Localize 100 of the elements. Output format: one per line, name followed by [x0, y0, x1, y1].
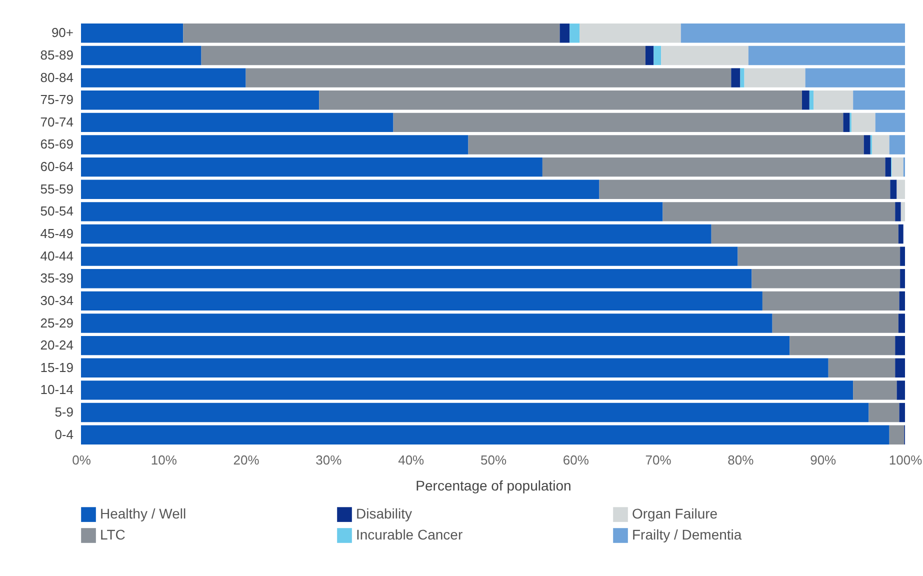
bar [731, 68, 740, 88]
x-tick-label: 70% [645, 452, 672, 468]
y-tick-label: 15-19 [40, 360, 74, 375]
y-tick-label: 80-84 [40, 70, 74, 85]
y-tick-label: 25-29 [40, 315, 74, 330]
bar [81, 336, 790, 356]
legend-label: Healthy / Well [100, 506, 186, 522]
x-tick-label: 100% [888, 452, 923, 468]
bar [580, 24, 681, 43]
y-tick-label: 35-39 [40, 270, 74, 286]
y-tick-label: 10-14 [40, 382, 74, 398]
y-tick-label: 75-79 [40, 92, 74, 108]
bar [81, 68, 246, 88]
bar [772, 314, 898, 333]
bar [744, 68, 806, 88]
y-tick-label: 60-64 [40, 159, 74, 174]
bar [81, 24, 184, 43]
bar [872, 135, 890, 154]
bar [81, 246, 738, 266]
y-tick-label: 70-74 [40, 114, 74, 130]
bar [889, 135, 905, 154]
bar [748, 46, 905, 66]
bar [828, 358, 896, 378]
bar [875, 112, 905, 132]
bar [81, 224, 712, 244]
y-tick-label: 65-69 [40, 136, 74, 152]
bar [654, 46, 662, 66]
y-tick-label: 30-34 [40, 292, 74, 308]
y-tick-label: 50-54 [40, 204, 74, 219]
bar [896, 180, 905, 199]
bar [560, 24, 570, 43]
bar [885, 157, 891, 177]
x-tick-label: 50% [480, 452, 507, 468]
bar [896, 380, 905, 400]
bar [599, 180, 890, 199]
legend-label: Incurable Cancer [356, 526, 463, 542]
y-tick-label: 45-49 [40, 226, 74, 241]
bar [81, 291, 762, 311]
x-tick-label: 80% [728, 452, 754, 468]
bar [900, 202, 905, 222]
bar [645, 46, 654, 66]
y-tick-label: 55-59 [40, 181, 74, 196]
x-tick-label: 60% [562, 452, 590, 468]
bar [81, 135, 468, 154]
bar [762, 291, 900, 311]
bar [892, 157, 904, 177]
y-tick-label: 0-4 [54, 426, 74, 442]
bar [899, 402, 905, 422]
y-tick-label: 90+ [51, 25, 74, 40]
bar [740, 68, 744, 88]
bar [802, 90, 810, 110]
bar [81, 46, 202, 66]
bar [851, 112, 876, 132]
bar [81, 425, 890, 444]
bar [81, 402, 869, 422]
bar [81, 202, 663, 222]
bar [81, 180, 600, 199]
bar [853, 90, 905, 110]
x-tick-label: 20% [233, 452, 260, 468]
bar [661, 46, 748, 66]
x-tick-label: 40% [398, 452, 425, 468]
bar [81, 269, 752, 288]
bar [711, 224, 898, 244]
bar [81, 380, 854, 400]
bar [246, 68, 732, 88]
bar [790, 336, 896, 356]
y-tick-label: 85-89 [40, 47, 74, 62]
bar [814, 90, 854, 110]
x-axis-title: Percentage of population [416, 478, 572, 494]
x-tick-label: 90% [810, 452, 837, 468]
bar [319, 90, 802, 110]
bar [889, 425, 904, 444]
y-tick-label: 5-9 [54, 404, 74, 420]
bar [868, 402, 900, 422]
legend-label: Disability [356, 506, 412, 522]
bar [864, 135, 870, 154]
bar [900, 246, 905, 266]
bar [900, 269, 905, 288]
bar [680, 24, 905, 43]
bar [81, 112, 394, 132]
bar [81, 314, 772, 333]
bar [468, 135, 864, 154]
bar [809, 90, 814, 110]
x-tick-label: 30% [316, 452, 342, 468]
bar [570, 24, 580, 43]
bar [895, 336, 905, 356]
legend-label: Organ Failure [632, 506, 718, 522]
bar [898, 224, 904, 244]
bar [81, 90, 320, 110]
x-tick-label: 10% [150, 452, 178, 468]
x-tick-label: 0% [72, 452, 92, 468]
bar [81, 358, 828, 378]
bar [81, 157, 542, 177]
bar [890, 180, 897, 199]
bar [201, 46, 646, 66]
bar [895, 202, 901, 222]
legend-label: LTC [100, 526, 126, 542]
bar [805, 68, 905, 88]
bar [752, 269, 900, 288]
bar [393, 112, 844, 132]
